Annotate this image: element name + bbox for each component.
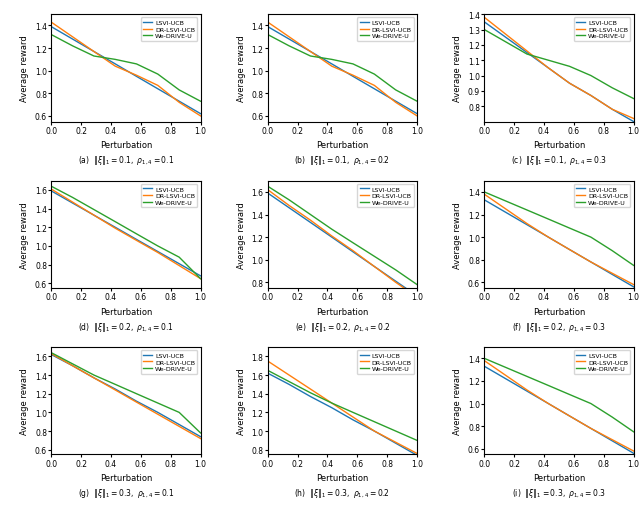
Legend: LSVI-UCB, DR-LSVI-UCB, We-DRIVE-U: LSVI-UCB, DR-LSVI-UCB, We-DRIVE-U [141, 184, 197, 208]
X-axis label: Perturbation: Perturbation [532, 473, 585, 482]
Title: (e)  $\|\xi\|_1 = 0.2,\ \rho_{1,4} = 0.2$: (e) $\|\xi\|_1 = 0.2,\ \rho_{1,4} = 0.2$ [294, 320, 390, 333]
Legend: LSVI-UCB, DR-LSVI-UCB, We-DRIVE-U: LSVI-UCB, DR-LSVI-UCB, We-DRIVE-U [573, 350, 630, 374]
Legend: LSVI-UCB, DR-LSVI-UCB, We-DRIVE-U: LSVI-UCB, DR-LSVI-UCB, We-DRIVE-U [573, 18, 630, 42]
Y-axis label: Average reward: Average reward [453, 35, 463, 102]
Legend: LSVI-UCB, DR-LSVI-UCB, We-DRIVE-U: LSVI-UCB, DR-LSVI-UCB, We-DRIVE-U [357, 350, 414, 374]
Legend: LSVI-UCB, DR-LSVI-UCB, We-DRIVE-U: LSVI-UCB, DR-LSVI-UCB, We-DRIVE-U [573, 184, 630, 208]
Y-axis label: Average reward: Average reward [453, 368, 463, 434]
Legend: LSVI-UCB, DR-LSVI-UCB, We-DRIVE-U: LSVI-UCB, DR-LSVI-UCB, We-DRIVE-U [141, 350, 197, 374]
Title: (d)  $\|\xi\|_1 = 0.2,\ \rho_{1,4} = 0.1$: (d) $\|\xi\|_1 = 0.2,\ \rho_{1,4} = 0.1$ [78, 320, 174, 333]
Title: (f)  $\|\xi\|_1 = 0.2,\ \rho_{1,4} = 0.3$: (f) $\|\xi\|_1 = 0.2,\ \rho_{1,4} = 0.3$ [512, 320, 606, 333]
Y-axis label: Average reward: Average reward [237, 368, 246, 434]
Y-axis label: Average reward: Average reward [20, 201, 29, 268]
Title: (c)  $\|\xi\|_1 = 0.1,\ \rho_{1,4} = 0.3$: (c) $\|\xi\|_1 = 0.1,\ \rho_{1,4} = 0.3$ [511, 154, 607, 167]
Title: (a)  $\|\xi\|_1 = 0.1,\ \rho_{1,4} = 0.1$: (a) $\|\xi\|_1 = 0.1,\ \rho_{1,4} = 0.1$ [77, 154, 174, 167]
X-axis label: Perturbation: Perturbation [316, 141, 369, 150]
Title: (h)  $\|\xi\|_1 = 0.3,\ \rho_{1,4} = 0.2$: (h) $\|\xi\|_1 = 0.3,\ \rho_{1,4} = 0.2$ [294, 486, 390, 499]
Y-axis label: Average reward: Average reward [237, 35, 246, 102]
Legend: LSVI-UCB, DR-LSVI-UCB, We-DRIVE-U: LSVI-UCB, DR-LSVI-UCB, We-DRIVE-U [357, 18, 414, 42]
X-axis label: Perturbation: Perturbation [100, 141, 152, 150]
Y-axis label: Average reward: Average reward [453, 201, 463, 268]
X-axis label: Perturbation: Perturbation [316, 473, 369, 482]
X-axis label: Perturbation: Perturbation [532, 307, 585, 316]
Legend: LSVI-UCB, DR-LSVI-UCB, We-DRIVE-U: LSVI-UCB, DR-LSVI-UCB, We-DRIVE-U [357, 184, 414, 208]
Y-axis label: Average reward: Average reward [20, 35, 29, 102]
Title: (b)  $\|\xi\|_1 = 0.1,\ \rho_{1,4} = 0.2$: (b) $\|\xi\|_1 = 0.1,\ \rho_{1,4} = 0.2$ [294, 154, 390, 167]
Title: (i)  $\|\xi\|_1 = 0.3,\ \rho_{1,4} = 0.3$: (i) $\|\xi\|_1 = 0.3,\ \rho_{1,4} = 0.3$ [512, 486, 606, 499]
X-axis label: Perturbation: Perturbation [100, 473, 152, 482]
X-axis label: Perturbation: Perturbation [316, 307, 369, 316]
Legend: LSVI-UCB, DR-LSVI-UCB, We-DRIVE-U: LSVI-UCB, DR-LSVI-UCB, We-DRIVE-U [141, 18, 197, 42]
X-axis label: Perturbation: Perturbation [100, 307, 152, 316]
Title: (g)  $\|\xi\|_1 = 0.3,\ \rho_{1,4} = 0.1$: (g) $\|\xi\|_1 = 0.3,\ \rho_{1,4} = 0.1$ [77, 486, 174, 499]
Y-axis label: Average reward: Average reward [237, 201, 246, 268]
Y-axis label: Average reward: Average reward [20, 368, 29, 434]
X-axis label: Perturbation: Perturbation [532, 141, 585, 150]
